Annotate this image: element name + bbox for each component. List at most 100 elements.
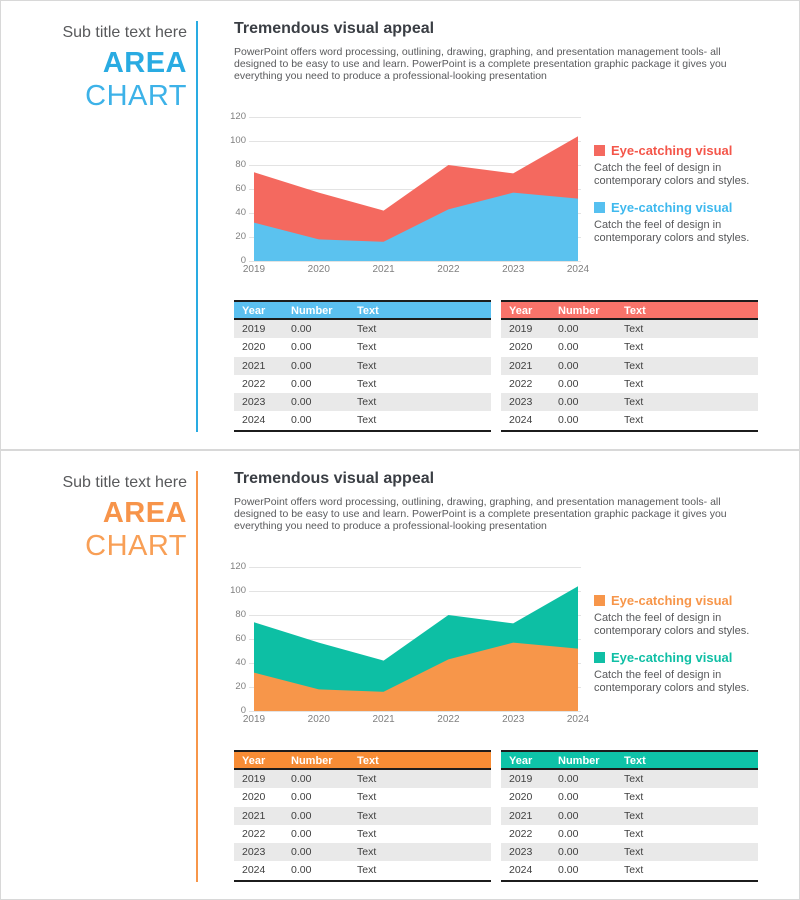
table-cell: 2019 [509, 323, 533, 335]
sidebar-title-chart: CHART [85, 80, 187, 112]
area-series [254, 642, 578, 711]
x-axis-tick-label: 2024 [566, 714, 590, 725]
table-cell: Text [624, 323, 644, 335]
legend-title: Eye-catching visual [611, 143, 733, 158]
table-row: 2022 0.00 Text [501, 374, 758, 394]
table-row: 2020 0.00 Text [234, 788, 491, 807]
table-cell: Text [624, 846, 644, 859]
table-row: 2022 0.00 Text [234, 824, 491, 844]
table-cell: 0.00 [558, 791, 579, 804]
table-cell: 2022 [509, 377, 533, 390]
legend-description: Catch the feel of design in contemporary… [594, 219, 750, 244]
table-cell: Text [624, 791, 644, 804]
table-row: 2022 0.00 Text [234, 374, 491, 394]
legend-item: Eye-catching visual Catch the feel of de… [594, 200, 764, 244]
legend-swatch-icon [594, 145, 605, 156]
table-cell: 2019 [509, 773, 533, 785]
table-cell: 0.00 [291, 396, 312, 409]
table-cell: Text [357, 791, 377, 804]
legend-item: Eye-catching visual Catch the feel of de… [594, 650, 764, 694]
y-axis-tick-label: 40 [235, 207, 246, 218]
table-cell: 0.00 [558, 323, 579, 335]
table-cell: Text [357, 414, 377, 427]
table-cell: 0.00 [558, 341, 579, 354]
table-cell: Text [624, 809, 644, 822]
table-cell: 2024 [242, 864, 266, 877]
table-header-cell: Number [558, 755, 600, 767]
table-cell: 0.00 [291, 809, 312, 822]
x-axis-tick-label: 2020 [307, 264, 330, 275]
table-cell: 2021 [509, 809, 533, 822]
x-axis-tick-label: 2019 [242, 714, 266, 725]
table-cell: 2024 [242, 414, 266, 427]
table-cell: 0.00 [291, 827, 312, 840]
slide-title: Tremendous visual appeal [234, 20, 435, 37]
table-cell: 0.00 [558, 864, 579, 877]
table-header-row: Year Number Text [234, 302, 491, 320]
sidebar-divider [196, 21, 198, 432]
table-cell: 0.00 [291, 846, 312, 859]
y-axis-tick-label: 120 [230, 561, 246, 572]
table-cell: 0.00 [291, 414, 312, 427]
gridline [249, 591, 581, 592]
table-cell: 2019 [242, 773, 266, 785]
x-axis-tick-label: 2022 [437, 264, 460, 275]
x-axis-tick-label: 2022 [437, 714, 460, 725]
gridline [249, 141, 581, 142]
table-header-row: Year Number Text [501, 752, 758, 770]
table-cell: Text [357, 323, 377, 335]
y-axis-tick-label: 60 [235, 183, 246, 194]
table-body: 2019 0.00 Text 2020 0.00 Text 2021 0.00 Text 2022… [501, 770, 758, 880]
gridline [249, 711, 581, 712]
table-body: 2019 0.00 Text 2020 0.00 Text 2021 0.00 Text 2022… [234, 320, 491, 430]
table-row: 2024 0.00 Text [501, 861, 758, 880]
table-cell: Text [624, 864, 644, 877]
gridline [249, 567, 581, 568]
table-header-cell: Text [624, 755, 646, 767]
y-axis-tick-label: 0 [240, 705, 246, 716]
y-axis-tick-label: 20 [235, 681, 246, 692]
data-table: Year Number Text 2019 0.00 Text 2020 0.00 Text 2… [501, 300, 758, 432]
gridline [249, 165, 581, 166]
y-axis-tick-label: 100 [230, 585, 246, 596]
table-header-cell: Year [509, 755, 533, 767]
slide-sidebar: Sub title text here AREA CHART [1, 23, 187, 113]
table-header-cell: Text [357, 305, 379, 317]
x-axis-tick-label: 2023 [502, 714, 525, 725]
table-header-row: Year Number Text [501, 302, 758, 320]
y-axis-tick-label: 80 [235, 609, 246, 620]
area-chart: 0 20 40 60 80 100 120 2019 2020 2021 2022 2023 2024 [1, 451, 799, 899]
y-axis-tick-label: 100 [230, 135, 246, 146]
table-header-cell: Number [291, 305, 333, 317]
slide-body-text: PowerPoint offers word processing, outli… [234, 496, 727, 532]
table-cell: 2020 [509, 791, 533, 804]
table-row: 2019 0.00 Text [234, 770, 491, 789]
table-cell: 2023 [242, 396, 266, 409]
table-header-cell: Number [558, 305, 600, 317]
table-cell: Text [624, 341, 644, 354]
table-cell: 2020 [242, 341, 266, 354]
area-chart: 0 20 40 60 80 100 120 2019 2020 2021 2022 2023 2024 [1, 1, 799, 449]
table-cell: 2021 [242, 359, 266, 372]
table-row: 2020 0.00 Text [234, 338, 491, 357]
table-cell: 0.00 [558, 846, 579, 859]
table-cell: 0.00 [558, 773, 579, 785]
legend-description: Catch the feel of design in contemporary… [594, 162, 750, 187]
table-row: 2019 0.00 Text [234, 320, 491, 339]
legend-header: Eye-catching visual [594, 650, 764, 665]
table-cell: 2022 [242, 827, 266, 840]
area-chart-plot [254, 136, 578, 261]
table-cell: Text [357, 396, 377, 409]
table-header-cell: Text [624, 305, 646, 317]
table-cell: 0.00 [291, 323, 312, 335]
table-cell: Text [624, 827, 644, 840]
table-header-cell: Year [509, 305, 533, 317]
legend-swatch-icon [594, 652, 605, 663]
table-cell: 2021 [509, 359, 533, 372]
table-cell: 0.00 [291, 791, 312, 804]
x-axis-tick-label: 2023 [502, 264, 525, 275]
gridline [249, 615, 581, 616]
table-cell: 2020 [242, 791, 266, 804]
x-axis-tick-label: 2020 [307, 714, 330, 725]
table-row: 2023 0.00 Text [501, 843, 758, 862]
